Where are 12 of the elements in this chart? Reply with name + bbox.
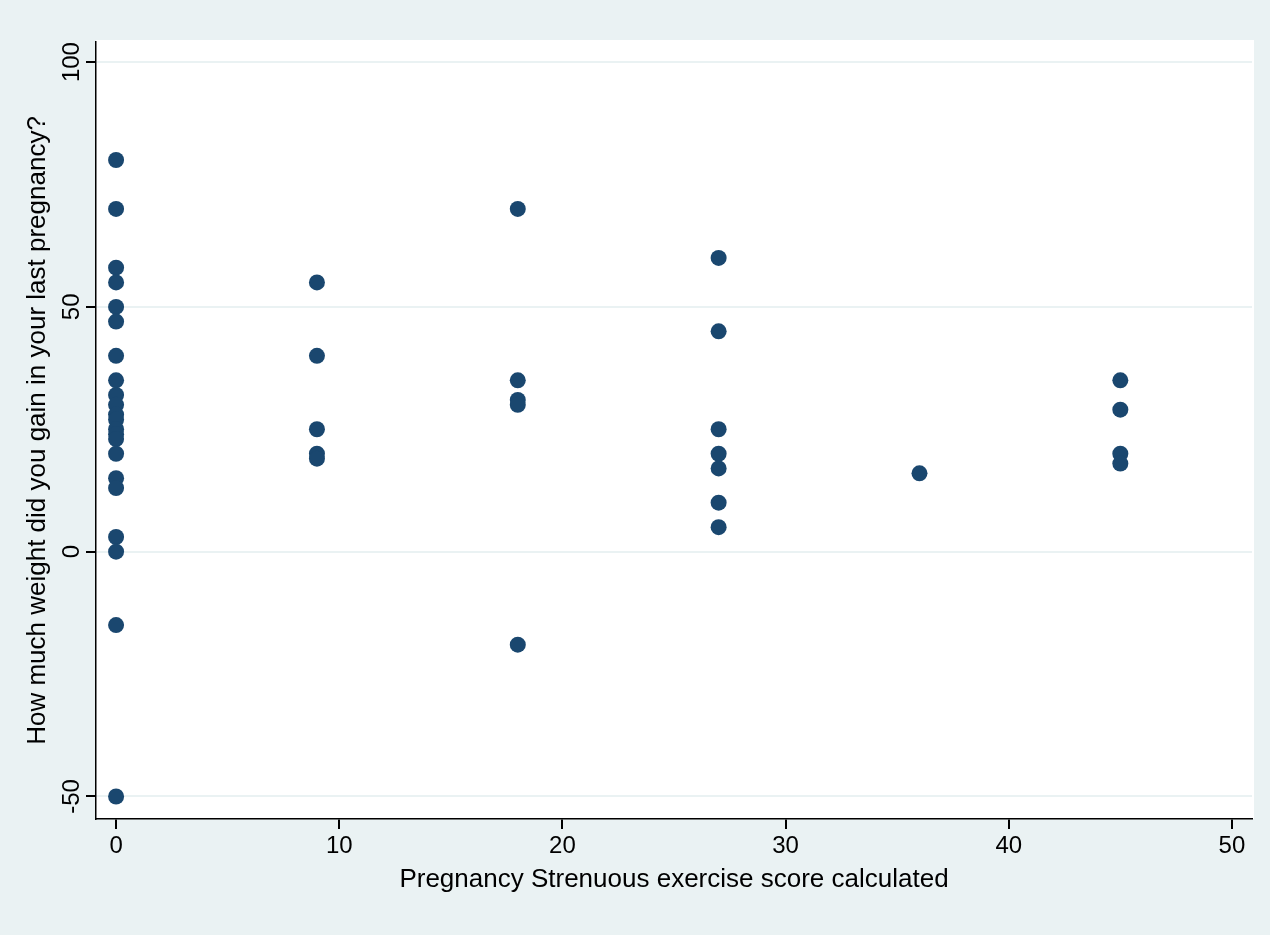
x-tick-label: 10 [325,831,353,859]
x-tick-label: 50 [1218,831,1246,859]
x-tick-label: 40 [995,831,1023,859]
y-tick-label: 50 [56,293,84,321]
x-axis-title: Pregnancy Strenuous exercise score calculated [399,862,949,893]
x-tick-label: 20 [549,831,576,859]
y-tick-label: -50 [56,779,84,814]
y-tick-label: 0 [56,545,84,559]
y-axis-title: How much weight did you gain in your last pregnancy? [20,116,51,745]
x-tick-label: 0 [109,831,123,859]
x-tick-label: 30 [772,831,799,859]
y-tick-label: 100 [56,42,84,83]
